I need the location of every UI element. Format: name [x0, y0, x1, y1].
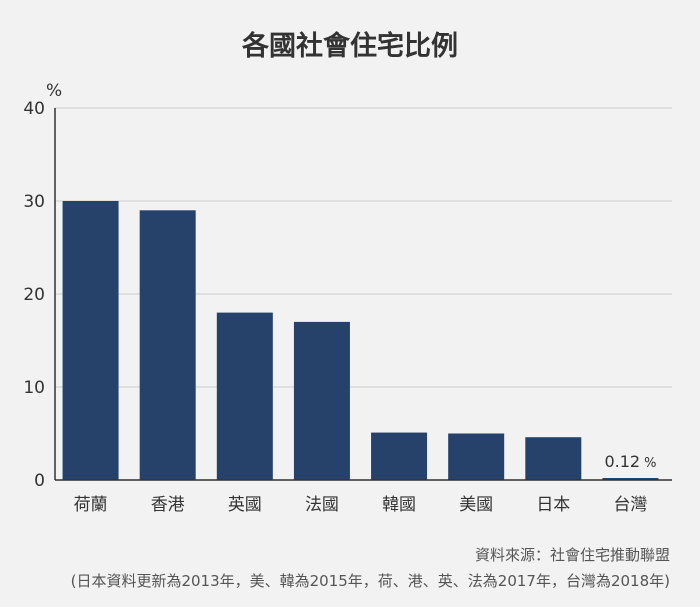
y-tick-label: 30: [23, 192, 45, 212]
x-category-label: 英國: [228, 495, 262, 515]
chart-title: 各國社會住宅比例: [241, 30, 458, 62]
data-label-value: 0.12: [604, 452, 640, 471]
data-label-unit: %: [644, 456, 656, 471]
y-tick-label: 10: [23, 378, 45, 398]
bars: [62, 201, 659, 481]
x-category-label: 日本: [536, 495, 570, 515]
bar: [602, 478, 659, 480]
x-axis-categories: 荷蘭 香港 英國 法國 韓國 美國 日本 台灣: [74, 495, 648, 515]
source-text: 資料來源：社會住宅推動聯盟: [474, 546, 670, 564]
data-label: 0.12%: [604, 452, 656, 471]
bar: [139, 210, 196, 481]
y-tick-label: 40: [23, 99, 45, 119]
x-category-label: 荷蘭: [74, 495, 108, 515]
bar: [525, 437, 582, 480]
x-category-label: 台灣: [613, 495, 647, 515]
y-axis-unit-label: %: [46, 81, 62, 101]
x-category-label: 法國: [305, 495, 339, 515]
y-tick-label: 20: [23, 285, 45, 305]
data-labels: 0.12%: [604, 452, 656, 471]
bar: [293, 321, 350, 480]
bar: [216, 312, 273, 480]
y-axis-ticks: 0 10 20 30 40: [23, 99, 45, 491]
bar-chart: 各國社會住宅比例 % 0 10 20 30 40 荷蘭 香港 英國 法國 韓國 美國 日本 台灣 0.…: [23, 30, 672, 515]
bar: [448, 433, 505, 480]
bar: [62, 201, 119, 480]
x-category-label: 韓國: [382, 495, 416, 515]
x-category-label: 香港: [151, 495, 185, 515]
footnote-text: (日本資料更新為2013年，美、韓為2015年，荷、港、英、法為2017年，台灣…: [70, 572, 670, 590]
y-tick-label: 0: [34, 471, 45, 491]
bar: [371, 432, 428, 480]
x-category-label: 美國: [459, 495, 493, 515]
